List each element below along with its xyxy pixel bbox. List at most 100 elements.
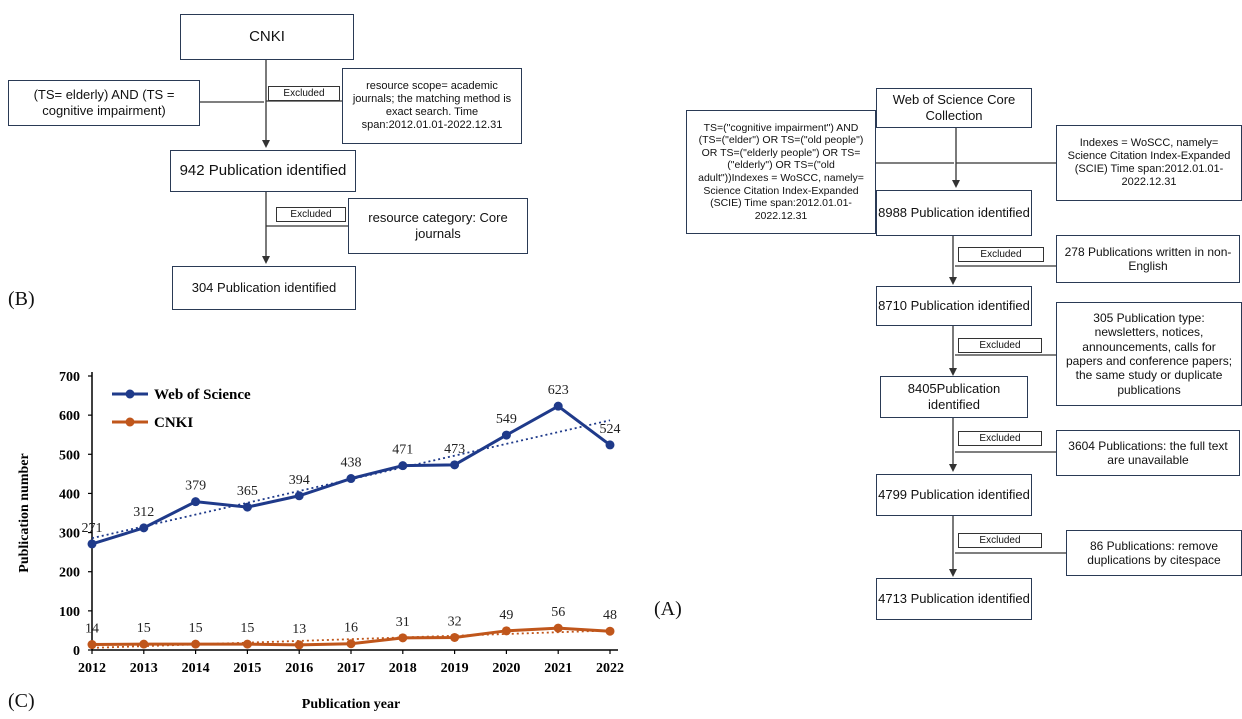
- cnki-criteria-text-1: resource scope= academic journals; the m…: [352, 79, 512, 132]
- data-point: [501, 430, 511, 440]
- data-point: [605, 440, 615, 450]
- y-axis-label: Publication number: [17, 453, 32, 572]
- data-point: [346, 639, 356, 649]
- cnki-criteria-text-2: resource category: Core journals: [368, 210, 508, 241]
- x-tick-label: 2014: [182, 661, 210, 676]
- wos-excluded-label-1: Excluded: [958, 247, 1044, 262]
- y-tick-label: 400: [59, 487, 80, 502]
- wos-query-text: TS=("cognitive impairment") AND (TS=("el…: [698, 121, 864, 222]
- wos-step-text-5: 4713 Publication identified: [878, 591, 1030, 607]
- data-label: 15: [137, 621, 151, 636]
- wos-step-box-1: 8988 Publication identified: [876, 190, 1032, 236]
- data-point: [450, 632, 460, 642]
- x-tick-label: 2020: [492, 661, 520, 676]
- cnki-excluded-label-1: Excluded: [268, 86, 340, 101]
- data-label: 14: [85, 622, 99, 637]
- data-label: 312: [133, 505, 154, 520]
- cnki-query-text: (TS= elderly) AND (TS = cognitive impair…: [33, 87, 175, 118]
- x-tick-label: 2016: [285, 661, 313, 676]
- wos-step-text-4: 4799 Publication identified: [878, 487, 1030, 503]
- wos-excluded-label-4: Excluded: [958, 533, 1042, 548]
- data-label: 48: [603, 608, 617, 623]
- wos-indexes-box: Indexes = WoSCC, namely= Science Citatio…: [1056, 125, 1242, 201]
- cnki-criteria-box-2: resource category: Core journals: [348, 198, 528, 254]
- wos-step-text-3: 8405Publication identified: [907, 381, 1001, 412]
- panel-b-label: (B): [8, 288, 35, 310]
- wos-source-box: Web of Science Core Collection: [876, 88, 1032, 128]
- wos-step-text-1: 8988 Publication identified: [878, 205, 1030, 221]
- data-label: 549: [496, 412, 517, 427]
- data-point: [191, 497, 201, 507]
- data-label: 49: [499, 608, 513, 623]
- data-point: [553, 623, 563, 633]
- wos-exclusion-text-4: 86 Publications: remove duplications by …: [1087, 538, 1221, 567]
- y-tick-label: 0: [73, 644, 80, 659]
- x-tick-label: 2022: [596, 661, 624, 676]
- data-point: [553, 401, 563, 411]
- data-label: 623: [548, 383, 569, 398]
- legend-marker-1: [125, 417, 135, 427]
- y-tick-label: 700: [59, 370, 80, 385]
- wos-exclusion-text-3: 3604 Publications: the full text are una…: [1068, 438, 1228, 467]
- x-tick-label: 2017: [337, 661, 365, 676]
- data-point: [87, 640, 97, 650]
- wos-source-text: Web of Science Core Collection: [892, 92, 1016, 123]
- data-label: 13: [292, 622, 306, 637]
- data-label: 379: [185, 479, 206, 494]
- wos-excluded-label-2: Excluded: [958, 338, 1042, 353]
- data-point: [605, 626, 615, 636]
- wos-step-box-2: 8710 Publication identified: [876, 286, 1032, 326]
- y-tick-label: 200: [59, 566, 80, 581]
- legend-marker-0: [125, 389, 135, 399]
- data-point: [346, 474, 356, 484]
- wos-exclusion-box-1: 278 Publications written in non-English: [1056, 235, 1240, 283]
- wos-exclusion-box-4: 86 Publications: remove duplications by …: [1066, 530, 1242, 576]
- x-tick-label: 2021: [544, 661, 572, 676]
- x-axis-label: Publication year: [302, 697, 400, 712]
- cnki-step-box-1: 942 Publication identified: [170, 150, 356, 192]
- wos-excluded-label-3: Excluded: [958, 431, 1042, 446]
- data-label: 438: [341, 456, 362, 471]
- x-tick-label: 2015: [233, 661, 261, 676]
- data-label: 15: [240, 621, 254, 636]
- cnki-step-box-2: 304 Publication identified: [172, 266, 356, 310]
- data-point: [501, 626, 511, 636]
- cnki-excluded-label-2: Excluded: [276, 207, 346, 222]
- data-point: [398, 633, 408, 643]
- wos-exclusion-text-2: 305 Publication type: newsletters, notic…: [1065, 310, 1233, 397]
- x-tick-label: 2019: [441, 661, 469, 676]
- data-label: 16: [344, 621, 358, 636]
- cnki-source-box: CNKI: [180, 14, 354, 60]
- y-tick-label: 100: [59, 605, 80, 620]
- cnki-step-text-1: 942 Publication identified: [179, 162, 347, 179]
- wos-exclusion-box-2: 305 Publication type: newsletters, notic…: [1056, 302, 1242, 406]
- x-tick-label: 2018: [389, 661, 417, 676]
- data-point: [294, 491, 304, 501]
- data-label: 524: [600, 422, 621, 437]
- panel-c-label: (C): [8, 690, 35, 712]
- data-label: 394: [289, 473, 310, 488]
- data-point: [242, 639, 252, 649]
- y-tick-label: 500: [59, 448, 80, 463]
- wos-indexes-text: Indexes = WoSCC, namely= Science Citatio…: [1067, 136, 1231, 189]
- data-label: 56: [551, 605, 565, 620]
- data-point: [191, 639, 201, 649]
- wos-step-box-5: 4713 Publication identified: [876, 578, 1032, 620]
- data-label: 473: [444, 442, 465, 457]
- wos-exclusion-text-1: 278 Publications written in non-English: [1064, 244, 1232, 273]
- wos-query-box: TS=("cognitive impairment") AND (TS=("el…: [686, 110, 876, 234]
- cnki-query-box: (TS= elderly) AND (TS = cognitive impair…: [8, 80, 200, 126]
- y-tick-label: 300: [59, 527, 80, 542]
- x-tick-label: 2012: [78, 661, 106, 676]
- data-point: [139, 523, 149, 533]
- wos-step-box-3: 8405Publication identified: [880, 376, 1028, 418]
- x-tick-label: 2013: [130, 661, 158, 676]
- cnki-step-text-2: 304 Publication identified: [191, 280, 337, 296]
- wos-step-text-2: 8710 Publication identified: [878, 298, 1030, 314]
- cnki-criteria-box-1: resource scope= academic journals; the m…: [342, 68, 522, 144]
- data-label: 31: [396, 615, 410, 630]
- legend-label-0: Web of Science: [154, 387, 251, 403]
- y-tick-label: 600: [59, 409, 80, 424]
- data-point: [398, 461, 408, 471]
